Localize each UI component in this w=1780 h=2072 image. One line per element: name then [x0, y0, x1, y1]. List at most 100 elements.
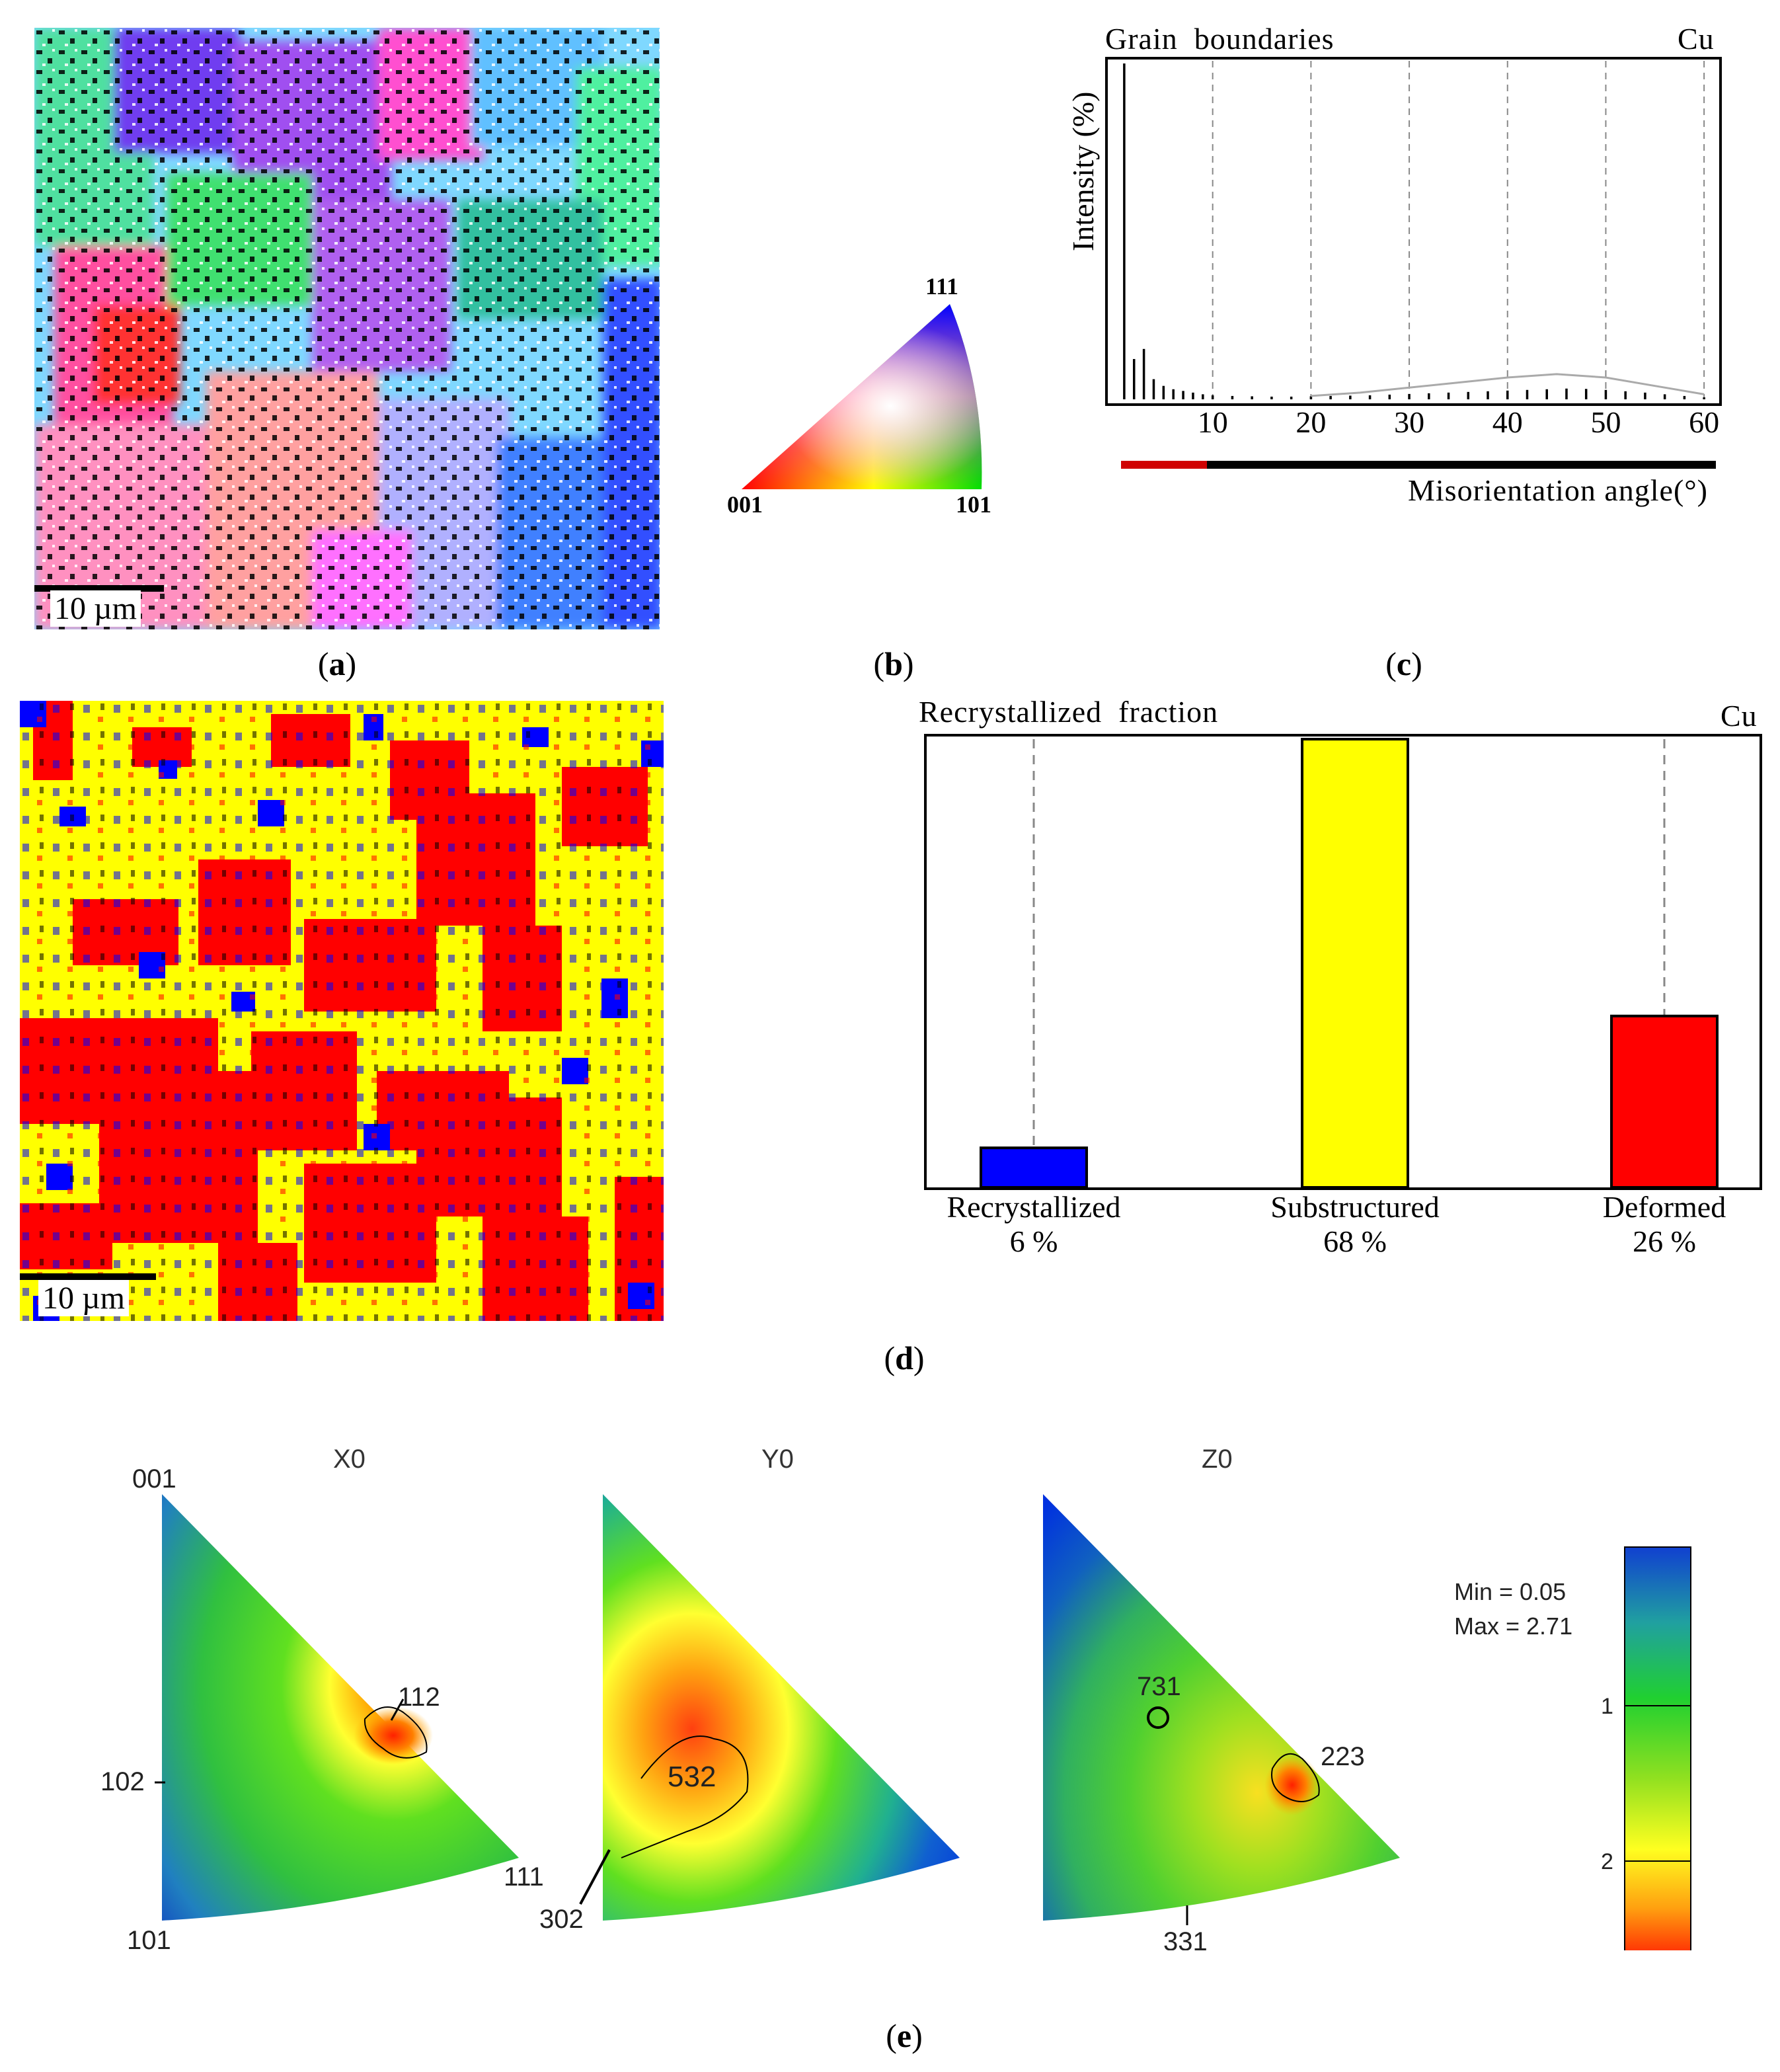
- ipf-color-key: [734, 271, 998, 522]
- chart-c-bar: [1565, 388, 1568, 399]
- scale-bar-a: [34, 585, 164, 592]
- chart-c-bar: [1202, 394, 1204, 399]
- chart-c-xtick-label: 60: [1689, 405, 1720, 439]
- chart-c-title: Grain boundaries: [1105, 22, 1335, 56]
- chart-c-bar: [1506, 390, 1509, 399]
- chart-c-xtick-label: 10: [1197, 405, 1228, 439]
- ipf-x0-corner-101: 101: [127, 1926, 171, 1950]
- chart-c-bar: [1663, 394, 1666, 399]
- caption-d: (d): [884, 1339, 925, 1376]
- caption-a: (a): [317, 645, 357, 682]
- chart-d-category-labels: Recrystallized 6 % Substructured 68 % Deform…: [924, 1190, 1762, 1269]
- chart-c-corner-label: Cu: [1678, 22, 1715, 56]
- ipf-z0-triangle: [1043, 1494, 1400, 1921]
- ipf-z0-annot-731: 731: [1137, 1672, 1181, 1701]
- recrystallization-map: [20, 701, 664, 1321]
- ipf-z0-marker-731: [1147, 1706, 1169, 1729]
- ipf-z0-hotspot: [1264, 1755, 1320, 1815]
- chart-c-bar: [1388, 394, 1391, 399]
- chart-c-bar: [1182, 391, 1184, 399]
- chart-c-bar: [1428, 393, 1430, 399]
- chart-c-bar: [1290, 396, 1293, 399]
- ipf-z0-title: Z0: [1202, 1445, 1233, 1474]
- ipf-y0-annot-532: 532: [668, 1761, 716, 1793]
- chart-d-bar-substructured: [1301, 738, 1409, 1189]
- chart-d-value-label: 68 %: [1323, 1224, 1387, 1258]
- chart-d-category-name: Substructured: [1270, 1190, 1440, 1224]
- chart-c-bar: [1172, 389, 1175, 399]
- chart-c-bar: [1132, 359, 1136, 399]
- ipf-x0-triangle: [162, 1494, 519, 1921]
- scale-label-a: 10 µm: [50, 590, 141, 627]
- chart-c-bar: [1211, 395, 1214, 399]
- chart-d-category-recrystallized: Recrystallized 6 %: [895, 1190, 1173, 1259]
- chart-c-bar: [1683, 395, 1686, 399]
- chart-c-bar: [1142, 348, 1145, 399]
- caption-c: (c): [1385, 645, 1422, 682]
- scale-label-d: 10 µm: [38, 1280, 129, 1316]
- chart-c-threshold-low: [1121, 461, 1207, 469]
- chart-c-threshold-high: [1207, 461, 1716, 469]
- chart-c-plot: [1105, 57, 1722, 406]
- ipf-x0-annot-102: 102: [100, 1767, 145, 1796]
- chart-c-bar: [1545, 389, 1548, 399]
- chart-d-value-label: 26 %: [1633, 1224, 1696, 1258]
- colorbar: [1624, 1546, 1691, 1950]
- chart-d-bar-recrystallized: [980, 1146, 1088, 1189]
- recrystallization-map-svg: [20, 701, 664, 1321]
- colorbar-tick-2: 2: [1601, 1849, 1613, 1874]
- ipf-y0-title: Y0: [761, 1445, 794, 1474]
- ipf-x0-annot-112: 112: [398, 1683, 440, 1712]
- chart-c-xtick-label: 50: [1590, 405, 1621, 439]
- ipf-x0-corner-111: 111: [504, 1862, 544, 1892]
- ipf-color-key-svg: [742, 304, 982, 489]
- chart-d-category-substructured: Substructured 68 %: [1216, 1190, 1494, 1259]
- colorbar-tick-1: 1: [1601, 1694, 1613, 1719]
- colorbar-min-label: Min = 0.05: [1454, 1578, 1566, 1605]
- ipf-y0-annot-302: 302: [539, 1905, 584, 1934]
- ipf-y0-arrow-302: [579, 1849, 611, 1905]
- ipf-z0-annot-223: 223: [1321, 1742, 1365, 1771]
- chart-c-xlabel: Misorientation angle(°): [1408, 473, 1709, 507]
- key-label-111: 111: [925, 273, 959, 299]
- chart-c-frame: [1105, 57, 1722, 406]
- chart-c-xticks: 10 20 30 40 50 60: [1105, 405, 1723, 444]
- chart-c-bar: [1329, 395, 1332, 399]
- chart-c-bar: [1447, 392, 1450, 399]
- chart-c-bar: [1309, 396, 1313, 399]
- chart-c-bar: [1192, 392, 1194, 399]
- colorbar-max-label: Max = 2.71: [1454, 1613, 1572, 1640]
- ipf-x0-title: X0: [333, 1445, 366, 1474]
- chart-d-value-label: 6 %: [1009, 1224, 1058, 1258]
- caption-e: (e): [886, 2017, 923, 2054]
- inverse-pole-figures: X0 001 101 111 112 102 Y0 532 302 Z0 731…: [100, 1445, 1691, 1950]
- chart-d-category-deformed: Deformed 26 %: [1526, 1190, 1780, 1259]
- key-label-101: 101: [956, 491, 991, 518]
- ipf-orientation-map: [34, 28, 660, 629]
- caption-b: (b): [873, 645, 914, 682]
- chart-d-plot: [924, 734, 1762, 1190]
- chart-c-bar: [1526, 389, 1529, 399]
- chart-c-xtick-label: 40: [1492, 405, 1523, 439]
- chart-c-bar: [1487, 391, 1489, 399]
- scale-bar-d: [20, 1273, 156, 1280]
- chart-c-bar: [1152, 379, 1155, 399]
- chart-d-corner-label: Cu: [1721, 699, 1758, 733]
- chart-c-bar: [1349, 395, 1352, 399]
- chart-c-bar: [1703, 397, 1705, 399]
- chart-c-bar: [1368, 395, 1372, 399]
- ipf-y0-triangle: [603, 1494, 960, 1921]
- chart-c-bar: [1408, 393, 1411, 399]
- key-label-001: 001: [727, 491, 763, 518]
- ipf-map-svg: [34, 28, 660, 629]
- chart-d-category-name: Recrystallized: [947, 1190, 1121, 1224]
- chart-c-envelope: [1311, 373, 1705, 397]
- chart-c-bar: [1467, 391, 1470, 399]
- chart-c-bar: [1251, 396, 1253, 399]
- ipf-y0-contour: [621, 1735, 749, 1858]
- chart-c-bar: [1231, 395, 1234, 399]
- chart-c-bar: [1123, 63, 1126, 399]
- chart-c-ylabel: Intensity (%): [1066, 91, 1100, 251]
- ipf-z0-annot-331: 331: [1163, 1927, 1208, 1950]
- chart-c-bar: [1584, 389, 1588, 399]
